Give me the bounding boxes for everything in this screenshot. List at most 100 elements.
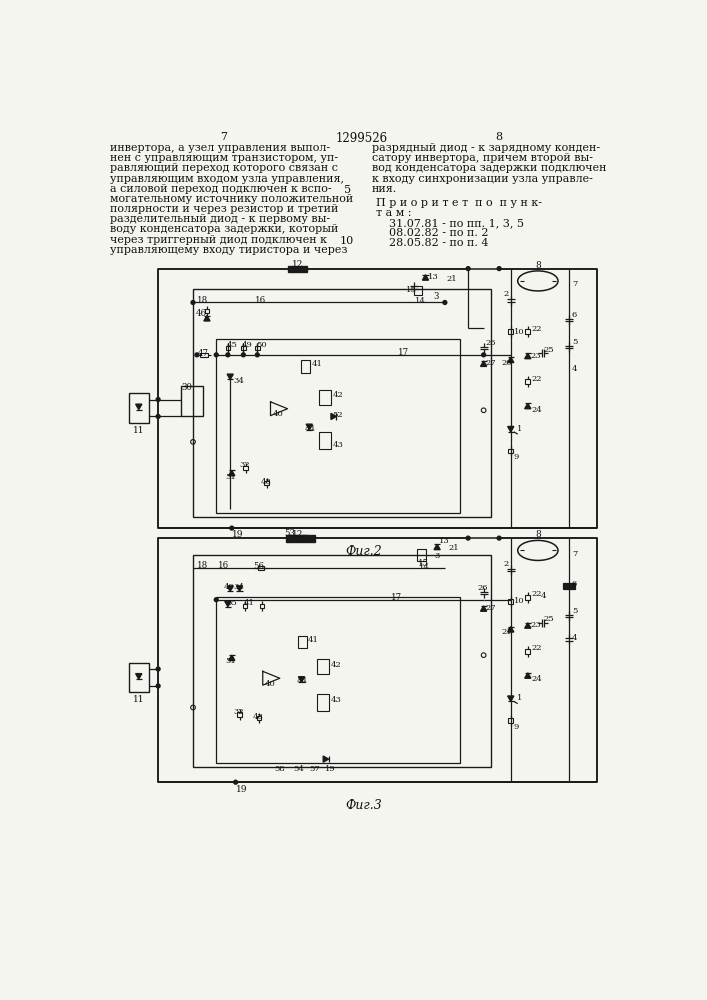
Text: 3: 3	[435, 552, 440, 560]
Circle shape	[156, 398, 160, 401]
Circle shape	[156, 667, 160, 671]
Bar	[193, 289, 491, 517]
Text: 9: 9	[514, 453, 519, 461]
Text: вод конденсатора задержки подключен: вод конденсатора задержки подключен	[372, 163, 607, 173]
Polygon shape	[236, 586, 243, 591]
Circle shape	[156, 684, 160, 688]
Bar	[319, 389, 331, 405]
Text: П р и о р и т е т  п о  п у н к-: П р и о р и т е т п о п у н к-	[376, 198, 542, 208]
Circle shape	[443, 301, 447, 304]
Polygon shape	[422, 275, 428, 280]
Text: 55: 55	[226, 599, 237, 607]
Polygon shape	[434, 544, 440, 550]
Text: 18: 18	[197, 296, 208, 305]
Text: 21: 21	[446, 275, 457, 283]
Bar	[525, 649, 530, 654]
Circle shape	[156, 415, 160, 418]
Polygon shape	[228, 655, 235, 661]
Text: управляющему входу тиристора и через: управляющему входу тиристора и через	[110, 245, 347, 255]
Text: 31.07.81 - по пп. 1, 3, 5: 31.07.81 - по пп. 1, 3, 5	[389, 218, 524, 228]
Bar	[288, 535, 307, 541]
Text: воду конденсатора задержки, который: воду конденсатора задержки, который	[110, 224, 339, 234]
Bar	[525, 595, 530, 600]
Text: 1: 1	[517, 425, 522, 433]
Text: ния.: ния.	[372, 184, 397, 194]
Bar	[508, 329, 513, 334]
Text: 41: 41	[243, 599, 255, 607]
Bar	[193, 555, 491, 767]
Polygon shape	[481, 361, 486, 366]
Bar	[258, 566, 264, 570]
Text: 20: 20	[501, 359, 512, 367]
Bar	[317, 659, 329, 674]
Bar	[158, 269, 597, 528]
Polygon shape	[204, 316, 210, 321]
Circle shape	[230, 526, 234, 530]
Text: 2: 2	[503, 560, 508, 568]
Bar	[317, 694, 329, 711]
Text: 16: 16	[218, 561, 229, 570]
Bar	[216, 597, 460, 763]
Text: 22: 22	[532, 375, 542, 383]
Text: 58: 58	[274, 765, 285, 773]
Polygon shape	[481, 606, 486, 611]
Text: 1299526: 1299526	[336, 132, 388, 145]
Text: 41: 41	[308, 636, 319, 644]
Bar	[417, 549, 426, 561]
Text: 10: 10	[514, 328, 525, 336]
Text: 17: 17	[391, 593, 402, 602]
Bar	[243, 466, 248, 470]
Polygon shape	[331, 413, 337, 420]
Text: 43: 43	[332, 441, 344, 449]
Bar	[216, 339, 460, 513]
Bar	[300, 360, 310, 373]
Text: 10: 10	[340, 236, 354, 246]
Circle shape	[497, 536, 501, 540]
Polygon shape	[525, 623, 531, 628]
Polygon shape	[525, 403, 531, 409]
Text: 51: 51	[226, 657, 236, 665]
Polygon shape	[525, 353, 531, 359]
Text: 42: 42	[331, 661, 341, 669]
Text: Фиг.3: Фиг.3	[345, 799, 382, 812]
Text: 22: 22	[532, 590, 542, 598]
Bar	[204, 309, 209, 312]
Bar	[414, 286, 421, 295]
Text: 54: 54	[293, 765, 305, 773]
Text: 19: 19	[325, 765, 336, 773]
Polygon shape	[228, 470, 235, 476]
Bar	[298, 636, 307, 648]
Bar	[237, 712, 242, 717]
Bar	[257, 716, 261, 720]
Text: 52: 52	[332, 411, 343, 419]
Text: 16: 16	[255, 296, 266, 305]
Text: управляющим входом узла управления,: управляющим входом узла управления,	[110, 174, 344, 184]
Text: 8: 8	[496, 132, 503, 142]
Text: 34: 34	[233, 377, 244, 385]
Text: 4: 4	[572, 634, 578, 642]
Text: 32: 32	[240, 461, 250, 469]
Bar	[264, 481, 269, 485]
Text: 15: 15	[418, 559, 429, 568]
Polygon shape	[225, 601, 231, 607]
Polygon shape	[306, 424, 312, 430]
Text: 6: 6	[572, 311, 577, 319]
Text: 44: 44	[305, 425, 315, 433]
Polygon shape	[323, 756, 329, 762]
Text: 45: 45	[226, 341, 238, 349]
Text: 57: 57	[309, 765, 320, 773]
Text: 14: 14	[414, 297, 426, 305]
Text: 53: 53	[284, 529, 296, 538]
Text: 25: 25	[543, 346, 554, 354]
Text: 10: 10	[514, 597, 525, 605]
Circle shape	[214, 353, 218, 357]
Text: 7: 7	[572, 280, 578, 288]
Text: 28.05.82 - по п. 4: 28.05.82 - по п. 4	[389, 238, 489, 248]
Text: 24: 24	[532, 406, 542, 414]
Text: 15: 15	[406, 286, 417, 294]
Bar	[508, 449, 513, 453]
Text: 9: 9	[514, 723, 519, 731]
Bar	[200, 353, 208, 357]
Bar	[563, 583, 575, 589]
Text: 24: 24	[532, 675, 542, 683]
